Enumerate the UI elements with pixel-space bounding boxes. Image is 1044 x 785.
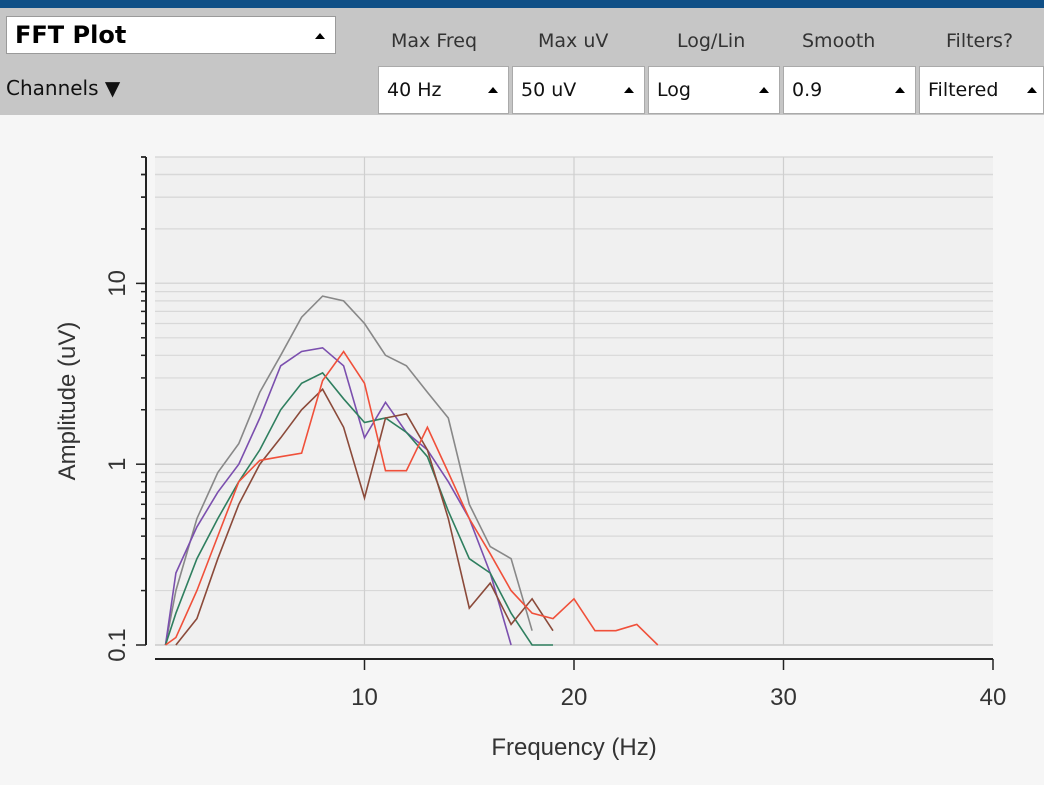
caret-up-icon	[759, 87, 769, 93]
caret-up-icon	[1027, 87, 1037, 93]
caret-up-icon	[895, 87, 905, 93]
filters-value: Filtered	[928, 79, 999, 101]
caret-up-icon	[315, 33, 325, 39]
log-lin-header: Log/Lin	[677, 30, 746, 52]
smooth-select[interactable]: 0.9	[783, 66, 916, 114]
plot-area: 10 20 30 40 0.1 1 10 Frequency (Hz) Amplitude …	[0, 115, 1044, 785]
smooth-header: Smooth	[802, 30, 876, 52]
y-tick-label: 0.1	[104, 628, 131, 661]
fft-chart: 10 20 30 40 0.1 1 10 Frequency (Hz) Amplitude …	[54, 156, 1007, 761]
chart-grid	[155, 156, 993, 646]
log-lin-select[interactable]: Log	[648, 66, 780, 114]
max-uv-header: Max uV	[538, 30, 609, 52]
chart-ticks: 10 20 30 40 0.1 1 10	[104, 156, 1007, 711]
max-freq-header: Max Freq	[391, 30, 478, 52]
max-uv-value: 50 uV	[521, 79, 577, 101]
x-tick-label: 40	[980, 684, 1007, 711]
widget-title: FFT Plot	[15, 21, 127, 49]
filters-header: Filters?	[946, 30, 1014, 52]
x-axis-label: Frequency (Hz)	[491, 734, 656, 761]
window-top-border	[0, 0, 1044, 8]
x-tick-label: 30	[770, 684, 797, 711]
caret-up-icon	[488, 87, 498, 93]
series-line	[164, 295, 533, 646]
series-line	[164, 346, 512, 646]
widget-type-select[interactable]: FFT Plot	[6, 16, 336, 54]
smooth-value: 0.9	[792, 79, 823, 101]
max-freq-select[interactable]: 40 Hz	[378, 66, 509, 114]
x-tick-label: 10	[351, 684, 378, 711]
chart-series	[164, 295, 659, 646]
channels-dropdown[interactable]: Channels ▼	[6, 76, 121, 100]
filters-select[interactable]: Filtered	[919, 66, 1044, 114]
series-line	[165, 350, 659, 646]
y-tick-label: 10	[104, 270, 131, 297]
y-axis-label: Amplitude (uV)	[54, 322, 81, 481]
series-line	[175, 387, 554, 646]
series-line	[164, 371, 553, 646]
caret-up-icon	[624, 87, 634, 93]
max-freq-value: 40 Hz	[387, 79, 442, 101]
log-lin-value: Log	[657, 79, 691, 101]
max-uv-select[interactable]: 50 uV	[512, 66, 645, 114]
y-tick-label: 1	[104, 458, 131, 471]
x-tick-label: 20	[561, 684, 588, 711]
